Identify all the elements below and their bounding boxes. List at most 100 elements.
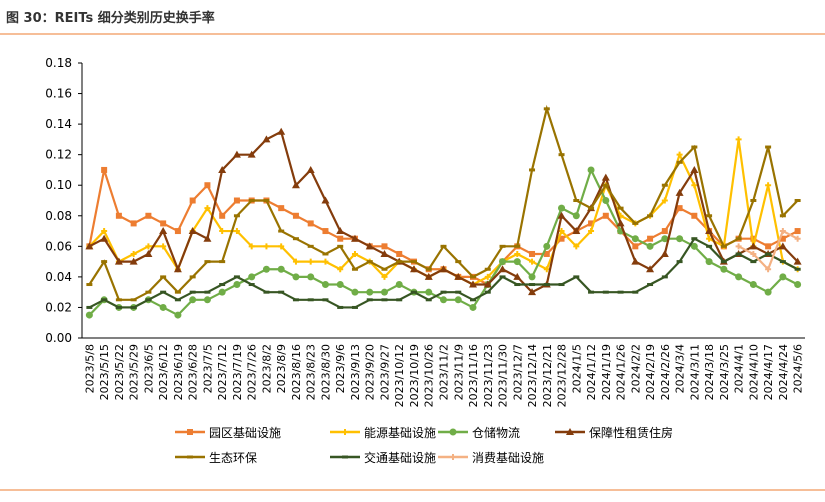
marker xyxy=(292,212,299,219)
marker xyxy=(749,281,757,289)
y-tick-label: 0.08 xyxy=(45,209,72,223)
marker xyxy=(513,272,522,280)
marker xyxy=(706,235,713,242)
marker xyxy=(543,250,550,257)
series xyxy=(735,228,801,273)
marker xyxy=(160,220,167,227)
x-tick-label: 2023/8/9 xyxy=(275,344,288,393)
series xyxy=(86,104,801,302)
marker xyxy=(85,311,93,319)
marker xyxy=(793,257,802,265)
marker xyxy=(321,281,329,289)
chart-title: 图 30：REITs 细分类别历史换手率 xyxy=(6,10,215,26)
marker xyxy=(366,288,374,296)
marker xyxy=(365,242,374,250)
marker xyxy=(160,243,167,250)
series xyxy=(86,237,801,309)
marker xyxy=(661,235,669,243)
x-tick-label: 2023/12/14 xyxy=(526,344,539,407)
marker xyxy=(765,243,772,250)
marker xyxy=(337,266,344,273)
marker xyxy=(306,165,315,173)
y-tick-label: 0.12 xyxy=(45,148,72,162)
marker xyxy=(277,265,285,273)
marker xyxy=(247,150,256,158)
marker xyxy=(705,258,713,266)
marker xyxy=(779,273,787,281)
marker xyxy=(735,273,743,281)
marker xyxy=(676,151,683,158)
marker xyxy=(631,235,639,243)
marker xyxy=(292,258,299,265)
marker xyxy=(750,250,757,257)
y-tick-label: 0.16 xyxy=(45,87,72,101)
marker xyxy=(676,205,683,212)
marker xyxy=(528,288,537,296)
marker xyxy=(101,228,108,235)
x-tick-label: 2023/8/30 xyxy=(319,344,332,400)
marker xyxy=(676,235,684,243)
marker xyxy=(587,166,595,174)
marker xyxy=(601,173,610,181)
marker xyxy=(528,273,536,281)
x-tick-label: 2023/9/20 xyxy=(364,344,377,400)
marker xyxy=(572,212,580,220)
marker xyxy=(646,265,655,273)
marker xyxy=(101,166,108,173)
marker xyxy=(513,258,521,266)
marker xyxy=(543,266,550,273)
marker xyxy=(779,235,786,242)
marker xyxy=(675,188,684,196)
marker xyxy=(449,428,457,436)
marker xyxy=(632,243,639,250)
marker xyxy=(278,205,285,212)
marker xyxy=(114,257,123,265)
marker xyxy=(248,273,256,281)
y-tick-label: 0.14 xyxy=(45,117,72,131)
marker xyxy=(85,242,94,250)
marker xyxy=(336,281,344,289)
line xyxy=(88,139,799,286)
marker xyxy=(498,265,507,273)
y-tick-label: 0.04 xyxy=(45,270,72,284)
marker xyxy=(602,212,609,219)
marker xyxy=(572,227,581,235)
marker xyxy=(307,258,314,265)
marker xyxy=(764,288,772,296)
marker xyxy=(529,258,536,265)
x-tick-label: 2023/11/2 xyxy=(438,344,451,400)
x-tick-label: 2023/8/23 xyxy=(305,344,318,400)
marker xyxy=(189,197,196,204)
marker xyxy=(566,428,574,435)
marker xyxy=(779,228,786,235)
marker xyxy=(425,288,433,296)
marker xyxy=(705,227,714,235)
x-tick-label: 2024/3/11 xyxy=(688,344,701,400)
marker xyxy=(145,212,152,219)
marker xyxy=(499,258,507,266)
x-tick-label: 2023/12/28 xyxy=(556,344,569,407)
marker xyxy=(307,273,315,281)
marker xyxy=(232,150,241,158)
y-tick-label: 0.06 xyxy=(45,239,72,253)
marker xyxy=(218,165,227,173)
marker xyxy=(558,204,566,212)
marker xyxy=(558,235,565,242)
legend-label: 仓储物流 xyxy=(472,425,520,440)
marker xyxy=(691,212,698,219)
marker xyxy=(380,249,389,257)
x-tick-label: 2023/5/15 xyxy=(98,344,111,400)
marker xyxy=(159,227,168,235)
x-tick-label: 2024/4/1 xyxy=(733,344,746,393)
marker xyxy=(337,235,344,242)
marker xyxy=(765,266,772,273)
x-tick-label: 2024/3/4 xyxy=(674,344,687,393)
marker xyxy=(342,429,348,435)
x-tick-label: 2024/1/19 xyxy=(600,344,613,400)
x-tick-label: 2023/5/29 xyxy=(128,344,141,400)
marker xyxy=(395,281,403,289)
series xyxy=(85,166,802,319)
marker xyxy=(203,296,211,304)
marker xyxy=(440,296,447,304)
